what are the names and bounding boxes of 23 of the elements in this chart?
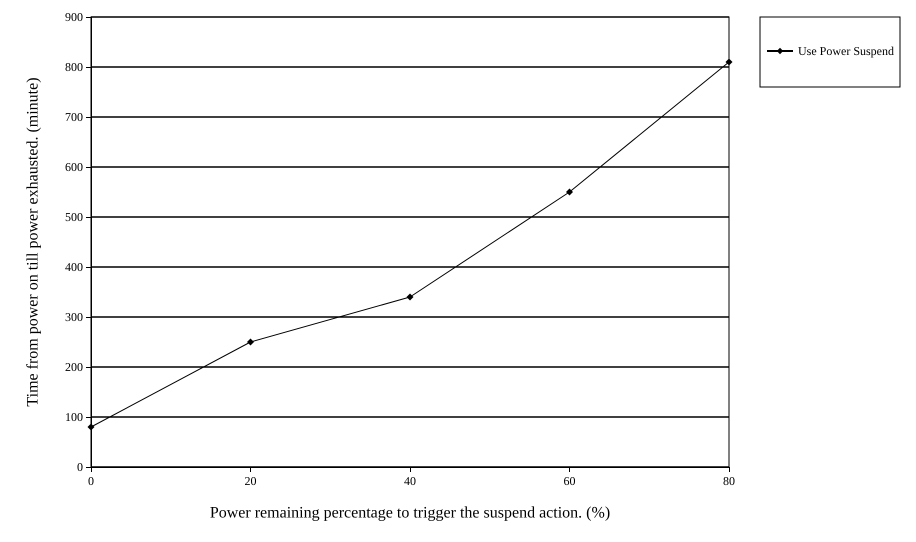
x-tick-label: 60 [564,474,576,488]
y-tick-label: 600 [65,160,83,174]
y-tick-label: 0 [77,460,83,474]
y-tick-label: 700 [65,110,83,124]
y-tick-label: 400 [65,260,83,274]
point [726,58,732,66]
y-tick-label: 500 [65,210,83,224]
x-tick-label: 20 [244,474,256,488]
point [247,338,254,346]
x-tick-label: 40 [404,474,416,488]
y-tick-label: 900 [65,10,83,24]
point [406,294,414,300]
legend-label: Use Power Suspend [798,44,894,58]
y-tick-label: 100 [65,410,83,424]
x-axis-title: Power remaining percentage to trigger the suspend action. (%) [210,504,610,522]
y-tick-label: 800 [65,60,83,74]
point [566,188,573,196]
point [88,424,94,430]
x-tick-label: 80 [723,474,735,488]
y-tick-label: 200 [65,360,83,374]
y-axis-title: Time from power on till power exhausted. (minute) [24,77,42,407]
x-tick-label: 0 [88,474,94,488]
y-tick-label: 300 [65,310,83,324]
